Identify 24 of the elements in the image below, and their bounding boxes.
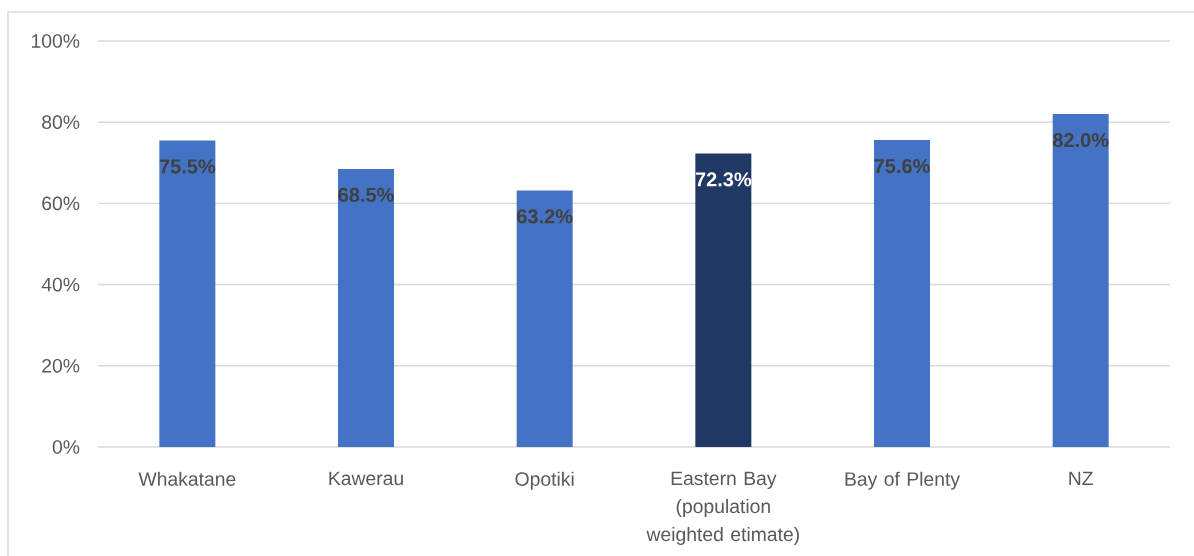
bar: [338, 168, 395, 447]
data-label: 68.5%: [338, 187, 394, 202]
data-label: 75.5%: [159, 159, 216, 174]
y-tick-label: 100%: [31, 34, 80, 48]
bar: [874, 140, 931, 447]
x-tick-label: Kawerau: [329, 471, 403, 486]
bar: [1052, 114, 1109, 447]
x-tick-label: NZ: [1069, 471, 1093, 485]
x-tick-label: Opotiki: [515, 471, 574, 490]
data-label: 82.0%: [1052, 132, 1109, 148]
data-label: 75.6%: [874, 158, 930, 174]
bar: [695, 153, 752, 447]
bar: [516, 190, 573, 447]
data-label: 63.2%: [517, 209, 573, 224]
y-tick-label: 80%: [42, 115, 80, 130]
y-tick-label: 0%: [52, 440, 80, 454]
data-label: 72.3%: [695, 172, 752, 187]
x-tick-label: Bay of Plenty: [845, 471, 960, 490]
x-tick-label: Whakatane: [138, 471, 236, 486]
x-tick-label: Eastern Bay (population weighted etimate): [646, 471, 799, 546]
y-tick-label: 40%: [41, 277, 80, 292]
bar: [159, 140, 216, 447]
y-tick-label: 60%: [42, 196, 80, 211]
y-tick-label: 20%: [42, 358, 80, 373]
